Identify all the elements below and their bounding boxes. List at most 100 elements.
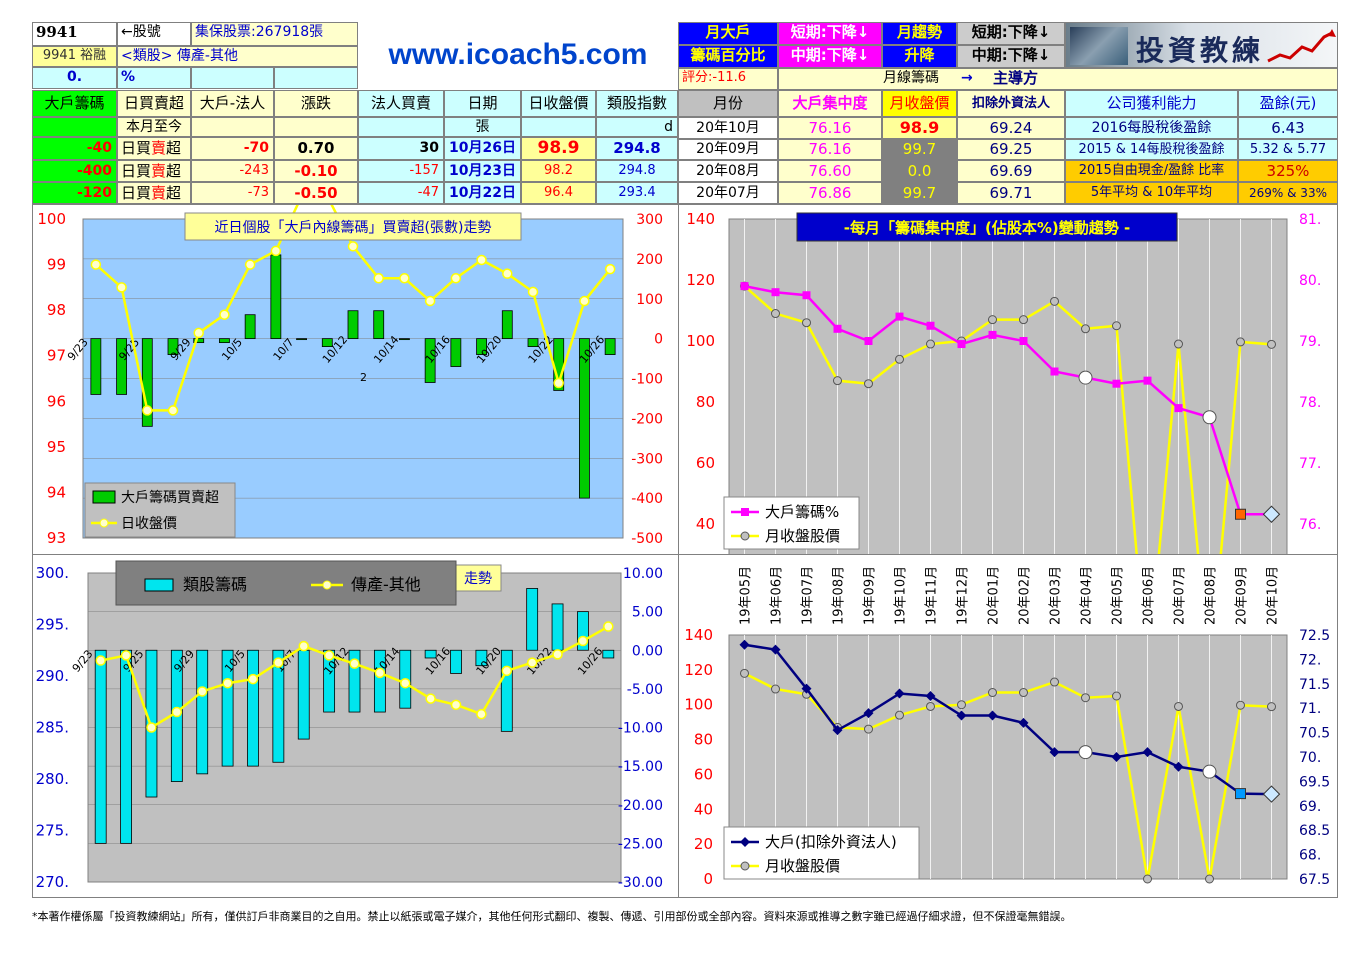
stock-code-label: ←股號	[117, 22, 191, 46]
data-point	[988, 688, 997, 698]
chip-pct-title: 籌碼百分比	[678, 45, 778, 68]
y-left-tick-label: 285.	[36, 719, 69, 737]
data-point	[1267, 339, 1276, 349]
data-point	[527, 286, 539, 298]
data-point	[864, 724, 873, 734]
y-left-tick-label: 120	[686, 271, 715, 289]
legend-box	[723, 496, 860, 550]
y-left-tick-label: 275.	[36, 822, 69, 840]
legend-swatch-marker	[740, 531, 750, 541]
y-right-tick-label: 0.00	[632, 643, 663, 659]
rt-row1-ex: 69.25	[957, 139, 1065, 160]
bar	[219, 338, 230, 344]
data-point	[553, 377, 564, 389]
profit-header-value: 盈餘(元)	[1238, 90, 1338, 117]
pct-sign: %	[117, 67, 191, 89]
data-point	[1078, 370, 1093, 385]
data-point	[400, 677, 411, 689]
logo-photo-icon	[1070, 27, 1128, 65]
y-right-tick-label: 68.	[1299, 848, 1321, 864]
y-left-tick-label: 280.	[36, 770, 69, 788]
data-point	[926, 339, 935, 349]
data-point	[1262, 505, 1281, 523]
short-term-a: 短期:下降↓	[778, 22, 882, 45]
y-right-tick-label: 81.	[1299, 212, 1321, 228]
y-right-tick-label: 5.00	[632, 605, 663, 621]
data-point	[1019, 337, 1028, 345]
arrow-icon: →	[961, 70, 973, 86]
bar	[500, 649, 513, 732]
legend-swatch-bar	[92, 490, 116, 504]
data-point	[895, 710, 904, 720]
bar	[116, 338, 127, 395]
bar	[602, 649, 615, 659]
bar	[450, 649, 462, 674]
stock-code[interactable]: 9941	[32, 22, 117, 46]
stock-name: 9941 裕融	[32, 46, 117, 67]
data-point	[771, 288, 780, 297]
data-point	[926, 701, 935, 711]
y-right-tick-label: 80.	[1299, 273, 1321, 289]
legend-box	[723, 826, 920, 880]
y-left-tick-label: 96	[47, 392, 66, 410]
chart-sector-chip[interactable]: 10.00 5.00 0.00 -5.00 -10.00 -15.00 -20.00 -25.…	[33, 555, 678, 897]
y-left-tick-label: 120	[684, 661, 713, 679]
y-right-tick-label: 67.5	[1299, 872, 1330, 888]
series-group	[739, 639, 1281, 884]
rt-row1-conc: 76.16	[778, 139, 882, 160]
data-point	[833, 324, 842, 333]
bar	[399, 338, 410, 341]
bar	[347, 310, 359, 340]
series-line	[743, 285, 1272, 554]
sub-month-to-date: 本月至今	[117, 117, 191, 137]
logo-banner[interactable]: 投資教練	[1065, 22, 1338, 68]
data-point	[219, 309, 230, 320]
rt-row2-ex: 69.69	[957, 160, 1065, 182]
bar	[196, 649, 209, 775]
rt-row3-ex: 69.71	[957, 182, 1065, 204]
data-point	[552, 649, 563, 660]
data-point	[349, 658, 360, 669]
site-url[interactable]: www.icoach5.com	[388, 38, 648, 71]
data-point	[1173, 761, 1184, 772]
sub-cell	[521, 117, 596, 137]
data-point	[864, 337, 873, 345]
data-point	[1262, 785, 1281, 803]
chart-monthly-concentration[interactable]: 140 120 100 80 60 40 81. 80. 79. 78. 77. 76. -每月「籌碼集…	[679, 205, 1337, 554]
y-right-tick-label: 300	[636, 212, 663, 228]
big-holder-title: 月大戶	[678, 22, 778, 45]
sub-cell	[191, 117, 274, 137]
row1-big: -400	[32, 160, 117, 182]
title-box	[184, 212, 522, 241]
data-point	[1202, 764, 1217, 779]
legend-label: 大戶籌碼%	[765, 503, 839, 521]
sub-d: d	[596, 117, 678, 137]
data-point	[925, 691, 936, 701]
col-header-daily: 日買賣超	[117, 90, 191, 117]
bar	[475, 649, 488, 667]
row0-date: 10月26日	[444, 137, 521, 160]
data-point	[171, 706, 183, 718]
data-point	[1143, 376, 1152, 385]
y-left-tick-label: 94	[47, 483, 66, 501]
blank-cell	[191, 67, 274, 89]
bar	[167, 338, 179, 355]
data-point	[90, 259, 102, 270]
chart-monthly-ex-foreign[interactable]: 140 120 100 80 60 40 20 0 72.5 72. 71.5 71. 70.5 70. 6…	[679, 555, 1337, 897]
data-point	[895, 312, 904, 321]
chart-daily-big-holder[interactable]: 300 200 100 0 -100 -200 -300 -400 -500 100 99 98 97 9…	[33, 205, 678, 554]
data-point	[222, 677, 233, 689]
data-point	[577, 635, 589, 647]
y-left-tick-label: 40	[694, 800, 713, 818]
data-point	[739, 639, 750, 650]
profit-row3-value: 269% & 33%	[1238, 182, 1338, 204]
row1-date: 10月23日	[444, 160, 521, 182]
y-left-tick-label: 98	[47, 301, 66, 319]
score: 評分:-11.6	[678, 68, 778, 90]
legend-swatch-marker	[322, 580, 332, 590]
data-point	[740, 668, 749, 678]
data-point	[298, 640, 309, 652]
dominant-label: 主導方	[993, 69, 1039, 87]
bar	[244, 314, 256, 340]
data-point	[894, 688, 905, 699]
